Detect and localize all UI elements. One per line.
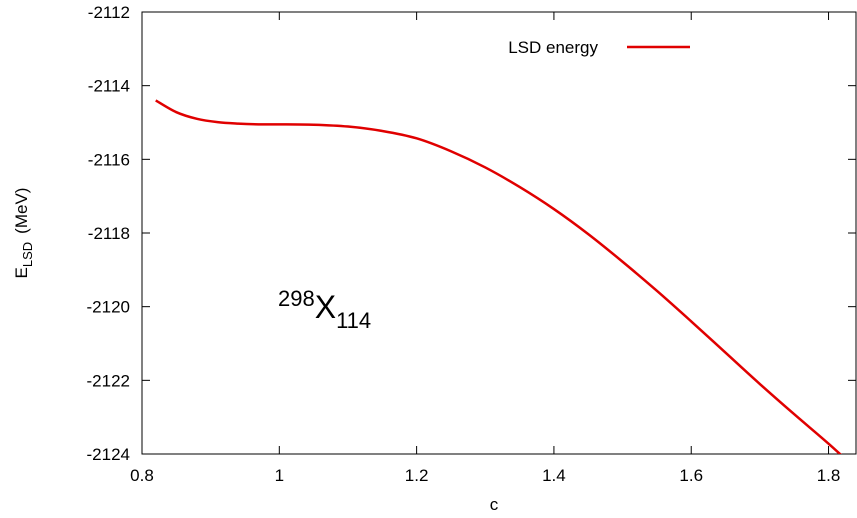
plot-frame <box>141 11 857 455</box>
x-tick-label: 1.4 <box>542 466 566 485</box>
y-tick-label: -2116 <box>88 150 130 169</box>
y-tick-labels: -2124 -2122 -2120 -2118 -2116 -2114 -2112 <box>87 3 130 464</box>
y-tick-label: -2122 <box>87 371 130 390</box>
y-tick-label: -2118 <box>88 224 130 243</box>
x-tick-label: 1.6 <box>679 466 703 485</box>
x-tick-labels: 0.8 1 1.2 1.4 1.6 1.8 <box>130 466 840 485</box>
annotation-mass: 298 <box>278 286 315 311</box>
annotation-charge: 114 <box>336 308 371 333</box>
x-axis-label: c <box>490 495 499 514</box>
tick-marks <box>141 11 856 455</box>
y-tick-label: -2114 <box>88 77 130 96</box>
x-tick-label: 1 <box>275 466 284 485</box>
x-tick-label: 1.8 <box>817 466 841 485</box>
annotation-symbol: X <box>315 289 336 325</box>
legend-label: LSD energy <box>508 38 598 57</box>
x-tick-label: 1.2 <box>405 466 429 485</box>
y-tick-label: -2124 <box>87 445 130 464</box>
y-axis-label-sub: LSD <box>20 242 35 267</box>
series-line-lsd-energy <box>155 99 842 454</box>
y-axis-label-main: E <box>12 267 31 278</box>
legend: LSD energy <box>508 38 690 57</box>
y-axis-label: ELSD (MeV) <box>12 188 35 279</box>
nucleus-annotation: 298X114 <box>278 286 371 333</box>
series-layer <box>155 99 842 454</box>
svg-text:ELSD(MeV): ELSD (MeV) <box>12 188 35 279</box>
x-tick-label: 0.8 <box>130 466 154 485</box>
y-axis-label-unit: (MeV) <box>12 188 31 234</box>
y-tick-label: -2120 <box>87 298 130 317</box>
y-tick-label: -2112 <box>88 3 130 22</box>
